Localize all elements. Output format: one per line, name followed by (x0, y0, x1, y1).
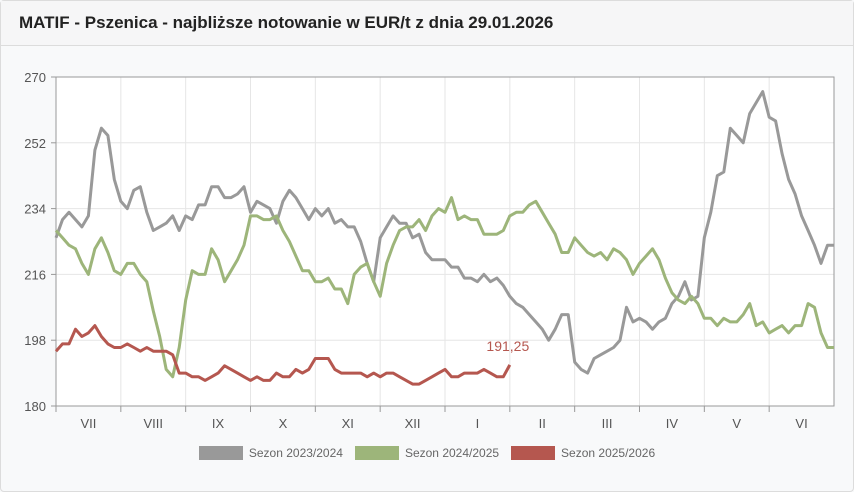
x-tick-label: II (539, 416, 546, 431)
legend-item[interactable]: Sezon 2023/2024 (198, 446, 343, 460)
legend-swatch (198, 446, 243, 460)
y-tick-label: 198 (24, 333, 46, 348)
legend-label: Sezon 2024/2025 (404, 446, 500, 460)
legend-label: Sezon 2023/2024 (248, 446, 343, 460)
y-tick-label: 180 (24, 399, 46, 414)
x-tick-label: III (602, 416, 613, 431)
series-line-1 (54, 90, 834, 375)
card-header: MATIF - Pszenica - najbliższe notowanie … (1, 1, 853, 46)
x-tick-label: IX (212, 416, 225, 431)
y-tick-label: 270 (24, 70, 46, 85)
y-tick-label: 234 (24, 202, 46, 217)
x-tick-label: IV (666, 416, 679, 431)
series-line-3 (54, 324, 512, 386)
plot-border (55, 76, 835, 407)
legend-label: Sezon 2025/2026 (561, 446, 656, 460)
x-tick-label: XI (342, 416, 354, 431)
x-tick-label: VI (795, 416, 807, 431)
legend-item[interactable]: Sezon 2024/2025 (354, 446, 500, 460)
y-tick-label: 216 (24, 267, 46, 282)
chart-title: MATIF - Pszenica - najbliższe notowanie … (19, 13, 554, 32)
last-value-label: 191,25 (486, 338, 529, 354)
x-tick-label: VII (80, 416, 96, 431)
x-tick-label: VIII (143, 416, 163, 431)
series-line-2 (54, 196, 834, 379)
x-tick-label: I (476, 416, 480, 431)
y-tick-label: 252 (24, 136, 46, 151)
legend-item[interactable]: Sezon 2025/2026 (511, 446, 655, 460)
x-tick-label: X (279, 416, 288, 431)
legend-swatch (511, 446, 556, 460)
chart-legend: Sezon 2023/2024 Sezon 2024/2025 Sezon 2025… (0, 446, 854, 460)
legend-swatch (354, 446, 399, 460)
x-tick-label: XII (405, 416, 421, 431)
x-tick-label: V (732, 416, 741, 431)
